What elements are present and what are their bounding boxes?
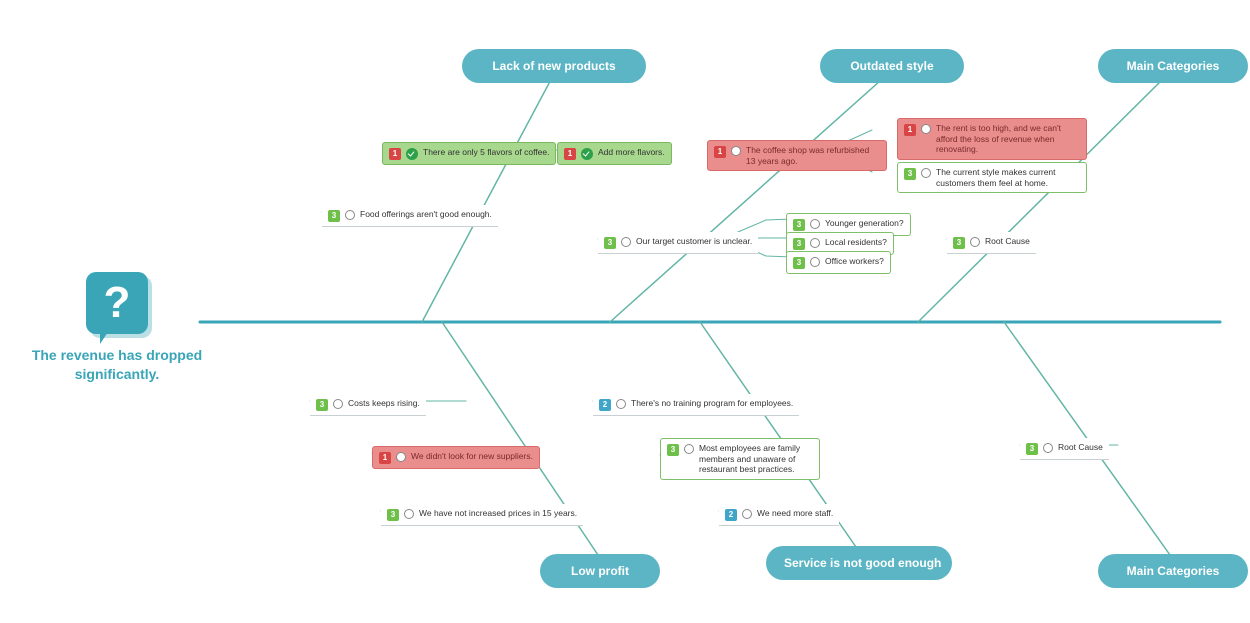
priority-badge: 3 <box>604 237 616 249</box>
node-text: Local residents? <box>825 237 887 248</box>
node-no-suppliers[interactable]: 1 We didn't look for new suppliers. <box>372 446 540 469</box>
priority-badge: 3 <box>793 238 805 250</box>
circle-icon <box>742 509 752 519</box>
priority-badge: 3 <box>667 444 679 456</box>
node-need-staff[interactable]: 2 We need more staff. <box>719 504 839 526</box>
node-text: We need more staff. <box>757 508 833 519</box>
check-icon <box>581 148 593 160</box>
node-text: Younger generation? <box>825 218 904 229</box>
node-rent-high[interactable]: 1 The rent is too high, and we can't affo… <box>897 118 1087 160</box>
node-coffee-flavors[interactable]: 1 There are only 5 flavors of coffee. <box>382 142 556 165</box>
category-main-top[interactable]: Main Categories <box>1098 49 1248 83</box>
node-add-flavors[interactable]: 1 Add more flavors. <box>557 142 672 165</box>
priority-badge: 3 <box>793 219 805 231</box>
node-refurbished[interactable]: 1 The coffee shop was refurbished 13 year… <box>707 140 887 171</box>
category-low-profit[interactable]: Low profit <box>540 554 660 588</box>
priority-badge: 3 <box>1026 443 1038 455</box>
problem-head: ? The revenue has dropped significantly. <box>22 272 212 384</box>
category-outdated[interactable]: Outdated style <box>820 49 964 83</box>
priority-badge: 1 <box>379 452 391 464</box>
node-root-top[interactable]: 3 Root Cause <box>947 232 1036 254</box>
node-target-unclear[interactable]: 3 Our target customer is unclear. <box>598 232 758 254</box>
priority-badge: 2 <box>725 509 737 521</box>
circle-icon <box>345 210 355 220</box>
node-food-offerings[interactable]: 3 Food offerings aren't good enough. <box>322 205 498 227</box>
circle-icon <box>810 257 820 267</box>
node-costs-rising[interactable]: 3 Costs keeps rising. <box>310 394 426 416</box>
circle-icon <box>1043 443 1053 453</box>
circle-icon <box>404 509 414 519</box>
node-text: Root Cause <box>985 236 1030 247</box>
priority-badge: 1 <box>904 124 916 136</box>
category-main-bot[interactable]: Main Categories <box>1098 554 1248 588</box>
priority-badge: 1 <box>389 148 401 160</box>
circle-icon <box>970 237 980 247</box>
node-text: Our target customer is unclear. <box>636 236 752 247</box>
circle-icon <box>810 238 820 248</box>
category-lack-new[interactable]: Lack of new products <box>462 49 646 83</box>
circle-icon <box>616 399 626 409</box>
circle-icon <box>621 237 631 247</box>
node-text: There's no training program for employee… <box>631 398 793 409</box>
priority-badge: 1 <box>714 146 726 158</box>
node-text: We didn't look for new suppliers. <box>411 451 533 462</box>
node-text: The rent is too high, and we can't affor… <box>936 123 1080 155</box>
node-text: Most employees are family members and un… <box>699 443 813 475</box>
circle-icon <box>684 444 694 454</box>
priority-badge: 3 <box>328 210 340 222</box>
problem-title: The revenue has dropped significantly. <box>22 346 212 384</box>
check-icon <box>406 148 418 160</box>
node-office[interactable]: 3 Office workers? <box>786 251 891 274</box>
node-text: Office workers? <box>825 256 884 267</box>
priority-badge: 3 <box>904 168 916 180</box>
node-text: The current style makes current customer… <box>936 167 1080 188</box>
priority-badge: 3 <box>316 399 328 411</box>
circle-icon <box>333 399 343 409</box>
priority-badge: 2 <box>599 399 611 411</box>
node-text: There are only 5 flavors of coffee. <box>423 147 549 158</box>
category-service[interactable]: Service is not good enough <box>766 546 952 580</box>
node-text: Costs keeps rising. <box>348 398 420 409</box>
node-text: Root Cause <box>1058 442 1103 453</box>
node-text: The coffee shop was refurbished 13 years… <box>746 145 880 166</box>
priority-badge: 3 <box>953 237 965 249</box>
node-text: Add more flavors. <box>598 147 665 158</box>
circle-icon <box>921 168 931 178</box>
priority-badge: 3 <box>793 257 805 269</box>
circle-icon <box>921 124 931 134</box>
node-no-price-inc[interactable]: 3 We have not increased prices in 15 year… <box>381 504 583 526</box>
node-text: Food offerings aren't good enough. <box>360 209 492 220</box>
node-family-members[interactable]: 3 Most employees are family members and u… <box>660 438 820 480</box>
node-no-training[interactable]: 2 There's no training program for employe… <box>593 394 799 416</box>
circle-icon <box>810 219 820 229</box>
node-text: We have not increased prices in 15 years… <box>419 508 577 519</box>
circle-icon <box>731 146 741 156</box>
priority-badge: 1 <box>564 148 576 160</box>
circle-icon <box>396 452 406 462</box>
node-root-bot[interactable]: 3 Root Cause <box>1020 438 1109 460</box>
priority-badge: 3 <box>387 509 399 521</box>
node-style-home[interactable]: 3 The current style makes current custome… <box>897 162 1087 193</box>
question-icon: ? <box>86 272 148 334</box>
